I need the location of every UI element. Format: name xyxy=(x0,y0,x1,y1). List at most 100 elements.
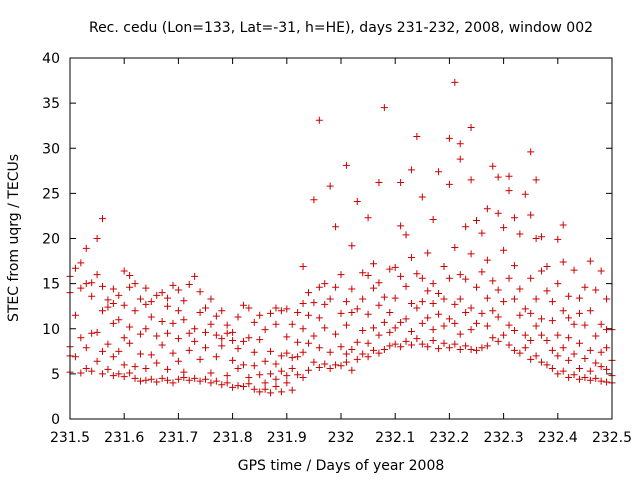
data-point xyxy=(581,321,589,329)
data-point xyxy=(315,116,323,124)
x-tick-label: 232.2 xyxy=(429,430,469,446)
data-point xyxy=(380,318,388,326)
data-point xyxy=(483,342,491,350)
data-point xyxy=(348,242,356,250)
data-point xyxy=(483,256,491,264)
data-point xyxy=(483,294,491,302)
data-point xyxy=(115,291,123,299)
data-point xyxy=(294,353,302,361)
data-point xyxy=(283,372,291,380)
data-point xyxy=(321,280,329,288)
data-point xyxy=(267,370,275,378)
data-point xyxy=(218,381,226,389)
data-point xyxy=(429,326,437,334)
data-point xyxy=(234,313,242,321)
data-point xyxy=(489,277,497,285)
data-point xyxy=(348,366,356,374)
data-point xyxy=(424,249,432,257)
data-point xyxy=(147,375,155,383)
data-point xyxy=(342,358,350,366)
data-point xyxy=(256,388,264,396)
data-point xyxy=(310,196,318,204)
data-point xyxy=(342,321,350,329)
data-point xyxy=(586,307,594,315)
data-point xyxy=(169,281,177,289)
data-point xyxy=(185,376,193,384)
data-point xyxy=(326,364,334,372)
data-point xyxy=(418,193,426,201)
data-point xyxy=(136,350,144,358)
data-point xyxy=(581,373,589,381)
data-point xyxy=(451,78,459,86)
data-point xyxy=(142,300,150,308)
x-tick-label: 231.7 xyxy=(158,430,198,446)
data-point xyxy=(418,274,426,282)
data-point xyxy=(456,155,464,163)
data-point xyxy=(294,309,302,317)
data-point xyxy=(445,134,453,142)
data-point xyxy=(543,262,551,270)
data-point xyxy=(180,368,188,376)
data-point xyxy=(538,267,546,275)
data-point xyxy=(375,301,383,309)
data-point xyxy=(386,342,394,350)
data-points xyxy=(66,78,616,397)
data-point xyxy=(581,283,589,291)
data-point xyxy=(407,327,415,335)
data-point xyxy=(82,364,90,372)
x-tick-label: 232.4 xyxy=(538,430,578,446)
data-point xyxy=(93,328,101,336)
data-point xyxy=(527,355,535,363)
data-point xyxy=(288,364,296,372)
data-point xyxy=(418,319,426,327)
data-point xyxy=(99,282,107,290)
data-point xyxy=(586,376,594,384)
data-point xyxy=(164,365,172,373)
data-point xyxy=(261,357,269,365)
data-point xyxy=(435,168,443,176)
data-point xyxy=(71,353,79,361)
data-point xyxy=(115,316,123,324)
data-point xyxy=(169,379,177,387)
data-point xyxy=(348,346,356,354)
data-point xyxy=(575,364,583,372)
data-point xyxy=(315,314,323,322)
data-point xyxy=(435,310,443,318)
data-point xyxy=(337,271,345,279)
data-point xyxy=(445,274,453,282)
data-point xyxy=(364,272,372,280)
data-point xyxy=(516,349,524,357)
data-point xyxy=(267,347,275,355)
data-point xyxy=(500,298,508,306)
data-point xyxy=(603,378,611,386)
data-point xyxy=(538,331,546,339)
data-point xyxy=(565,356,573,364)
data-point xyxy=(147,351,155,359)
data-point xyxy=(218,307,226,315)
data-point xyxy=(407,166,415,174)
data-point xyxy=(267,389,275,397)
data-point xyxy=(147,313,155,321)
data-point xyxy=(277,388,285,396)
data-point xyxy=(294,338,302,346)
data-point xyxy=(548,364,556,372)
data-point xyxy=(554,235,562,243)
data-point xyxy=(510,346,518,354)
data-point xyxy=(283,349,291,357)
data-point xyxy=(467,176,475,184)
data-point xyxy=(500,331,508,339)
data-point xyxy=(77,259,85,267)
data-point xyxy=(359,269,367,277)
data-point xyxy=(445,315,453,323)
data-point xyxy=(82,244,90,252)
data-point xyxy=(337,309,345,317)
data-point xyxy=(467,123,475,131)
data-point xyxy=(304,339,312,347)
data-point xyxy=(543,361,551,369)
data-point xyxy=(104,296,112,304)
data-point xyxy=(505,321,513,329)
data-point xyxy=(521,344,529,352)
data-point xyxy=(174,307,182,315)
data-point xyxy=(115,347,123,355)
